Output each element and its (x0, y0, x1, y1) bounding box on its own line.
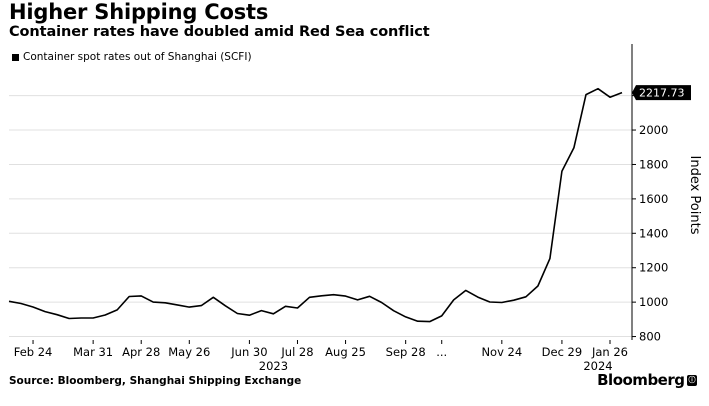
x-tick-label: ... (436, 345, 447, 359)
x-tick-label: Jun 30 (230, 345, 267, 359)
bloomberg-logo: Bloomberg ⓘ (597, 371, 697, 389)
info-icon: ⓘ (686, 374, 697, 386)
x-tick-label: Jan 26 (591, 345, 628, 359)
x-year-label: 2023 (259, 359, 288, 373)
last-value-badge (632, 85, 691, 101)
x-tick-label: Apr 28 (122, 345, 160, 359)
brand-label: Bloomberg (597, 371, 685, 389)
source-note: Source: Bloomberg, Shanghai Shipping Exc… (9, 375, 302, 387)
x-tick-label: Jul 28 (280, 345, 313, 359)
x-year-label: 2024 (583, 359, 612, 373)
x-tick-label: Sep 28 (386, 345, 426, 359)
y-tick-label: 1400 (639, 226, 668, 240)
last-value-label: 2217.73 (639, 87, 685, 100)
x-tick-label: Feb 24 (14, 345, 53, 359)
x-tick-label: Dec 29 (542, 345, 583, 359)
series-line (8, 87, 623, 323)
x-tick-label: Nov 24 (481, 345, 522, 359)
y-tick-label: 800 (639, 330, 661, 344)
x-tick-label: Aug 25 (325, 345, 366, 359)
x-tick-label: May 26 (168, 345, 210, 359)
x-tick-label: Mar 31 (73, 345, 113, 359)
y-tick-label: 1600 (639, 192, 668, 206)
chart-legend: Container spot rates out of Shanghai (SC… (12, 51, 252, 63)
chart-title: Higher Shipping Costs (9, 0, 269, 24)
y-tick-label: 1200 (639, 261, 668, 275)
chart-subtitle: Container rates have doubled amid Red Se… (9, 24, 430, 40)
y-tick-label: 1800 (639, 157, 668, 171)
legend-swatch-icon (12, 53, 19, 61)
y-axis-label: Index Points (687, 156, 702, 235)
legend-label: Container spot rates out of Shanghai (SC… (23, 51, 252, 63)
y-tick-label: 1000 (639, 295, 668, 309)
y-tick-label: 2000 (639, 123, 668, 137)
